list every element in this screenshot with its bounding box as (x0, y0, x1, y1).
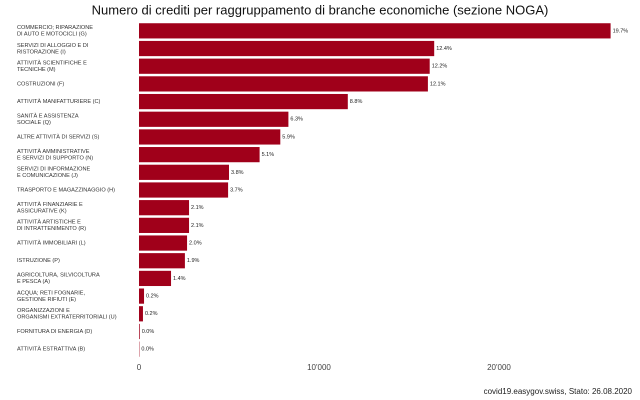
bar (139, 217, 190, 233)
value-label: 2.1% (191, 205, 204, 211)
bar (139, 288, 145, 304)
bar (139, 270, 172, 287)
y-tick-label: E PESCA (A) (17, 279, 50, 285)
value-label: 0.2% (146, 294, 159, 300)
value-label: 3.7% (230, 187, 243, 193)
x-tick-label: 10'000 (307, 363, 331, 372)
bar (139, 23, 611, 39)
y-tick-label: COSTRUZIONI (F) (17, 81, 64, 87)
value-label: 1.9% (187, 258, 200, 264)
y-tick-label: FORNITURA DI ENERGIA (D) (17, 329, 92, 335)
y-tick-label: RISTORAZIONE (I) (17, 49, 66, 55)
y-tick-label: E COMUNICAZIONE (J) (17, 173, 78, 179)
y-tick-label: ATTIVITÀ IMMOBILIARI (L) (17, 240, 86, 247)
y-tick-label: COMMERCIO; RIPARAZIONE (17, 25, 93, 31)
value-label: 0.2% (145, 311, 158, 317)
value-label: 3.8% (231, 170, 244, 176)
x-tick-label: 0 (137, 363, 142, 372)
y-tick-label: ACQUA; RETI FOGNARIE, (17, 290, 86, 296)
bar (139, 129, 281, 145)
y-tick-label: ASSICURATIVE (K) (17, 208, 67, 214)
bar (139, 164, 229, 180)
y-tick-label: ATTIVITÀ MANIFATTURIERE (C) (17, 98, 101, 105)
y-tick-label: ORGANIZZAZIONI E (17, 308, 70, 314)
bar (139, 323, 140, 340)
value-label: 12.4% (436, 46, 452, 52)
y-tick-label: SANITÀ E ASSISTENZA (17, 112, 79, 119)
y-tick-label: SERVIZI DI ALLOGGIO E DI (17, 43, 89, 49)
bar (139, 93, 348, 110)
y-tick-label: ALTRE ATTIVITÀ DI SERVIZI (S) (17, 133, 100, 140)
value-label: 19.7% (613, 28, 629, 34)
value-label: 0.0% (141, 347, 154, 353)
y-tick-label: ATTIVITÀ ARTISTICHE E (17, 219, 81, 226)
value-label: 5.9% (282, 134, 295, 140)
y-tick-label: DI AUTO E MOTOCICLI (G) (17, 32, 87, 38)
y-tick-label: ISTRUZIONE (P) (17, 258, 60, 264)
bar (139, 111, 289, 127)
bar (139, 253, 185, 269)
value-label: 1.4% (173, 276, 186, 282)
y-tick-label: E SERVIZI DI SUPPORTO (N) (17, 155, 93, 161)
y-tick-label: DI INTRATTENIMENTO (R) (17, 226, 86, 232)
bar (139, 147, 260, 163)
y-tick-label: ATTIVITÀ AMMINISTRATIVE (17, 148, 90, 155)
bar (139, 76, 428, 92)
bar (139, 58, 430, 74)
chart-title: Numero di crediti per raggruppamento di … (92, 2, 549, 17)
caption: covid19.easygov.swiss, Stato: 26.08.2020 (484, 387, 633, 396)
y-tick-label: AGRICOLTURA, SILVICOLTURA (17, 273, 100, 279)
bar (139, 182, 229, 198)
bar (139, 235, 188, 251)
y-tick-label: SOCIALE (Q) (17, 120, 51, 126)
y-tick-label: TECNICHE (M) (17, 67, 56, 73)
value-label: 2.1% (191, 223, 204, 229)
y-tick-label: TRASPORTO E MAGAZZINAGGIO (H) (17, 187, 115, 193)
value-label: 5.1% (262, 152, 275, 158)
value-label: 12.1% (430, 81, 446, 87)
y-tick-label: ORGANISMI EXTRATERRITORIALI (U) (17, 315, 117, 321)
y-tick-label: ATTIVITÀ SCIENTIFICHE E (17, 59, 87, 66)
value-label: 12.2% (432, 64, 448, 70)
y-tick-label: ATTIVITÀ FINANZIARIE E (17, 201, 83, 208)
value-label: 0.0% (142, 329, 155, 335)
value-label: 8.8% (350, 99, 363, 105)
x-tick-label: 20'000 (487, 363, 511, 372)
y-tick-label: GESTIONE RIFIUTI (E) (17, 297, 76, 303)
value-label: 6.3% (290, 117, 303, 123)
bar (139, 200, 190, 216)
bar (139, 40, 435, 57)
y-tick-label: SERVIZI DI INFORMAZIONE (17, 167, 91, 173)
value-label: 2.0% (189, 241, 202, 247)
bar (139, 306, 143, 322)
y-tick-label: ATTIVITÀ ESTRATTIVA (B) (17, 346, 85, 353)
